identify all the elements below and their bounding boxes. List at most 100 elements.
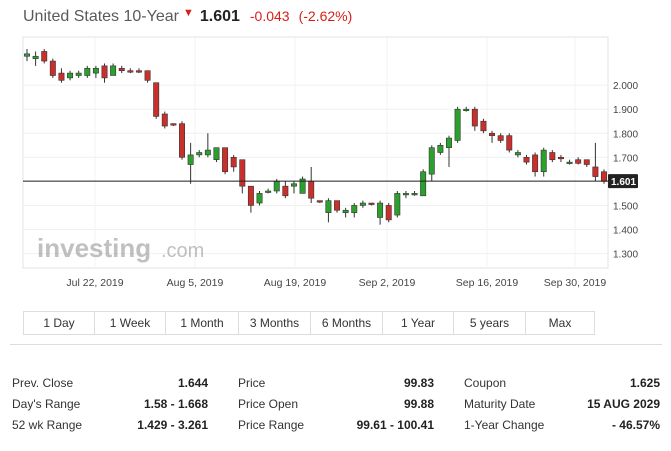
candle-body [377, 202, 384, 218]
candle-body [230, 157, 237, 168]
candle-body [316, 200, 323, 203]
candle [41, 49, 48, 64]
timeframe-1-month[interactable]: 1 Month [166, 312, 239, 334]
x-tick-label: Sep 30, 2019 [544, 277, 607, 289]
candle-body [213, 147, 220, 161]
stat-label: Price Open [238, 397, 299, 411]
candle-body [196, 152, 203, 156]
candle [24, 49, 30, 62]
last-price: 1.601 [199, 8, 240, 25]
timeframe-max[interactable]: Max [526, 312, 594, 334]
candle [153, 82, 160, 119]
stat-row: Price Range 99.61 - 100.41 [238, 415, 434, 436]
candle-body [471, 108, 478, 127]
candle-body [187, 154, 194, 165]
candle [446, 135, 452, 167]
instrument-title: United States 10-Year [23, 8, 179, 25]
candle [575, 157, 582, 165]
x-tick-label: Sep 16, 2019 [456, 277, 519, 289]
candle [411, 191, 418, 196]
last-price-tag-bg [608, 174, 638, 189]
candle [342, 207, 349, 218]
stat-label: Price [238, 376, 266, 390]
stat-label: Prev. Close [12, 376, 74, 390]
candle-body [153, 82, 160, 117]
candle [325, 198, 332, 223]
candle-body [299, 178, 306, 194]
candle-body [58, 72, 65, 81]
stat-label: Coupon [464, 376, 507, 390]
candle [32, 51, 39, 66]
candle [58, 68, 65, 83]
stat-row: Prev. Close 1.644 [12, 373, 208, 394]
candle-body [454, 108, 461, 141]
candle-body [179, 123, 185, 158]
candle-body [385, 205, 392, 221]
candle-body [222, 147, 229, 173]
candle [239, 159, 246, 194]
last-price-tag: 1.601 [608, 174, 638, 189]
candle [454, 106, 461, 143]
candle [532, 152, 539, 177]
stat-row: Price 99.83 [238, 373, 434, 394]
candle-body [144, 70, 151, 81]
timeframe-1-day[interactable]: 1 Day [24, 312, 95, 334]
candle [471, 106, 478, 131]
candle [480, 118, 487, 134]
timeframe-3-months[interactable]: 3 Months [239, 312, 311, 334]
candle-body [291, 183, 297, 187]
candle [497, 133, 504, 143]
x-tick-label: Jul 22, 2019 [66, 277, 123, 289]
x-tick-label: Sep 2, 2019 [359, 277, 416, 289]
candle [583, 159, 590, 167]
timeframe-1-week[interactable]: 1 Week [95, 312, 166, 334]
candle [291, 181, 297, 194]
candle-body [32, 55, 39, 59]
candle [67, 70, 74, 81]
candle [351, 203, 358, 218]
candle-body [420, 171, 427, 197]
y-tick-label: 1.900 [613, 105, 638, 116]
candle [187, 142, 194, 184]
candle [49, 58, 56, 78]
candle-body [41, 51, 48, 62]
y-tick-label: 1.800 [613, 129, 638, 140]
timeframe-selector: 1 Day 1 Week 1 Month 3 Months 6 Months 1 Year… [23, 311, 595, 335]
price-change-percent: (-2.62%) [298, 8, 353, 24]
candle [489, 130, 496, 143]
candle [428, 145, 435, 182]
candle-body [110, 65, 117, 76]
timeframe-5-years[interactable]: 5 years [454, 312, 526, 334]
candle [256, 191, 263, 206]
candle [204, 133, 211, 158]
candle-body [308, 181, 315, 199]
candle [127, 68, 134, 74]
stat-row: Coupon 1.625 [464, 373, 660, 394]
candle-body [514, 152, 521, 156]
candle-body [204, 149, 211, 156]
candle [84, 65, 91, 78]
candle [437, 142, 444, 155]
stat-row: Maturity Date 15 AUG 2029 [464, 394, 660, 415]
candle [557, 154, 564, 163]
candle-body [411, 193, 418, 196]
timeframe-1-year[interactable]: 1 Year [383, 312, 454, 334]
candle-body [256, 193, 263, 204]
stat-value: 1.58 - 1.668 [143, 397, 208, 411]
candle [377, 200, 384, 225]
candle-body [49, 60, 56, 76]
candle-body [402, 193, 409, 196]
y-tick-label: 1.300 [613, 250, 638, 261]
stat-value: 1.644 [177, 376, 208, 390]
candle [394, 191, 401, 218]
x-tick-label: Aug 19, 2019 [264, 277, 327, 289]
candle-body [351, 205, 358, 213]
candle [359, 200, 366, 208]
stat-row: Price Open 99.88 [238, 394, 434, 415]
candle-body [92, 67, 99, 74]
candle-body [75, 72, 82, 76]
candle [230, 154, 237, 172]
timeframe-6-months[interactable]: 6 Months [311, 312, 383, 334]
candle-body [540, 149, 547, 173]
candle [523, 154, 530, 165]
